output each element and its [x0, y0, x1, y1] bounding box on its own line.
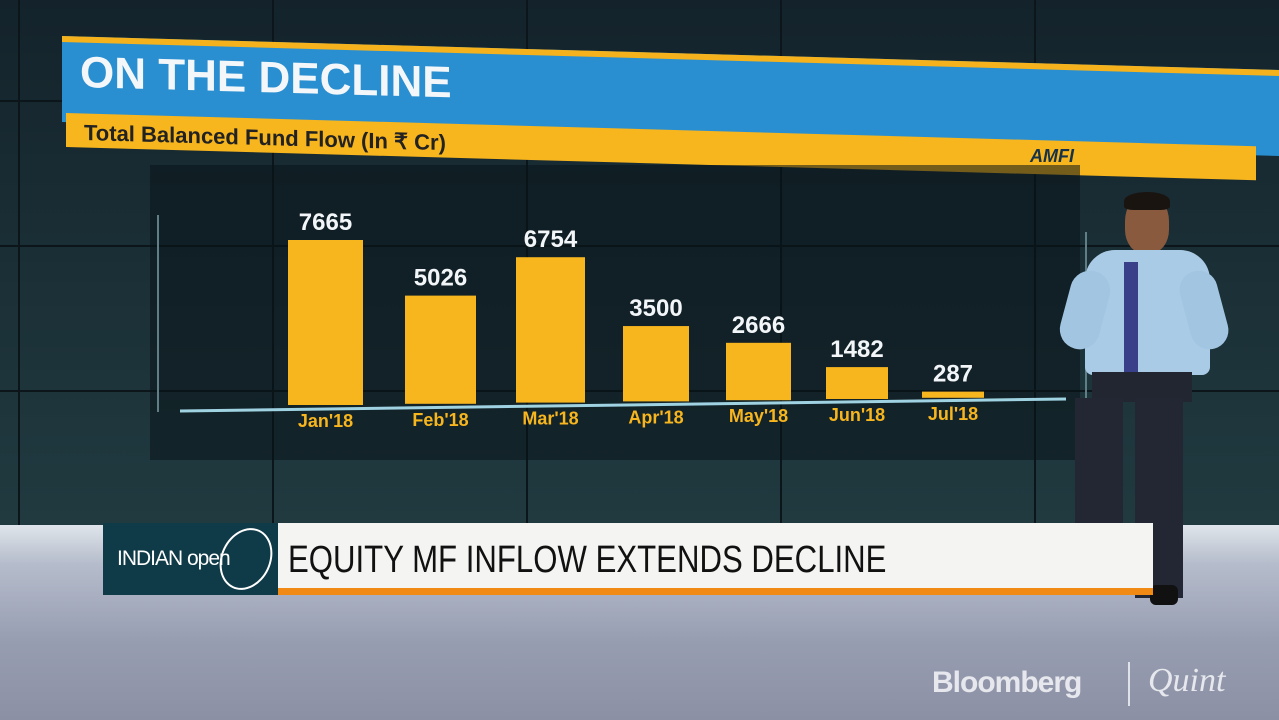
data-label-5: 1482 — [830, 336, 883, 363]
data-label-0: 7665 — [299, 209, 352, 236]
headline: EQUITY MF INFLOW EXTENDS DECLINE — [288, 539, 887, 581]
lower-third-ticker: EQUITY MF INFLOW EXTENDS DECLINE — [278, 523, 1153, 595]
x-tick-label-2: Mar'18 — [522, 409, 578, 429]
data-label-1: 5026 — [414, 265, 467, 292]
brand-divider — [1128, 662, 1130, 706]
source-label: AMFI — [1030, 146, 1074, 166]
bar-0 — [288, 240, 363, 405]
x-tick-label-1: Feb'18 — [412, 410, 468, 430]
bar-6 — [922, 391, 984, 398]
x-tick-label-6: Jul'18 — [928, 404, 978, 424]
bar-3 — [623, 326, 689, 402]
logo-ring-icon — [209, 519, 283, 599]
x-tick-label-3: Apr'18 — [628, 407, 683, 427]
bar-4 — [726, 342, 791, 401]
data-label-3: 3500 — [629, 295, 682, 322]
x-tick-label-5: Jun'18 — [829, 405, 885, 425]
brand-logo-right: Quint — [1148, 662, 1226, 699]
x-axis — [179, 397, 1067, 413]
data-label-4: 2666 — [732, 312, 785, 339]
show-logo: INDIAN open — [103, 519, 283, 599]
bar-2 — [516, 257, 585, 403]
bar-5 — [826, 367, 888, 399]
show-logo-text: INDIAN open — [117, 547, 231, 570]
brand-logo-left: Bloomberg — [932, 666, 1082, 699]
bar-1 — [405, 295, 476, 404]
x-tick-label-4: May'18 — [729, 406, 788, 426]
data-label-2: 6754 — [524, 226, 578, 253]
x-tick-label-0: Jan'18 — [298, 411, 353, 431]
data-label-6: 287 — [933, 361, 973, 388]
